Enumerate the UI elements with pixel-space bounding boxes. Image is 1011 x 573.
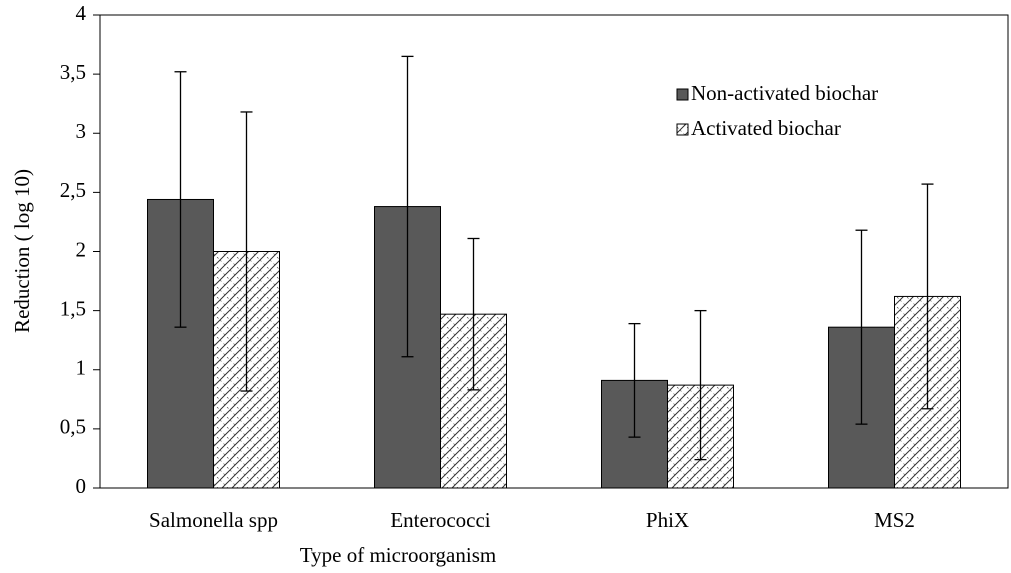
y-axis-label: Reduction ( log 10) — [10, 169, 34, 333]
error-bar — [628, 322, 641, 438]
legend-label: Non-activated biochar — [691, 81, 878, 105]
error-bar — [921, 183, 934, 410]
y-tick-label: 0 — [76, 474, 87, 498]
y-tick-label: 3 — [76, 119, 87, 143]
legend-swatch — [676, 123, 689, 136]
legend-swatch — [676, 88, 689, 101]
y-tick-label: 1,5 — [60, 296, 86, 320]
y-tick-label: 1 — [76, 356, 87, 380]
x-axis-label: Type of microorganism — [300, 543, 496, 567]
y-tick-label: 2,5 — [60, 178, 86, 202]
error-bar — [174, 71, 187, 328]
x-tick-label: Salmonella spp — [149, 508, 278, 532]
error-bar — [467, 237, 480, 391]
error-bar — [855, 229, 868, 425]
y-tick-label: 3,5 — [60, 60, 86, 84]
y-tick-label: 4 — [76, 1, 87, 25]
error-bar — [240, 111, 253, 392]
error-bar — [694, 309, 707, 461]
x-tick-label: Enterococci — [390, 508, 490, 532]
x-tick-label: MS2 — [874, 508, 915, 532]
error-bar — [401, 55, 414, 358]
x-tick-label: PhiX — [646, 508, 689, 532]
y-tick-label: 0,5 — [60, 415, 86, 439]
y-tick-label: 2 — [76, 237, 87, 261]
legend-label: Activated biochar — [691, 116, 841, 140]
